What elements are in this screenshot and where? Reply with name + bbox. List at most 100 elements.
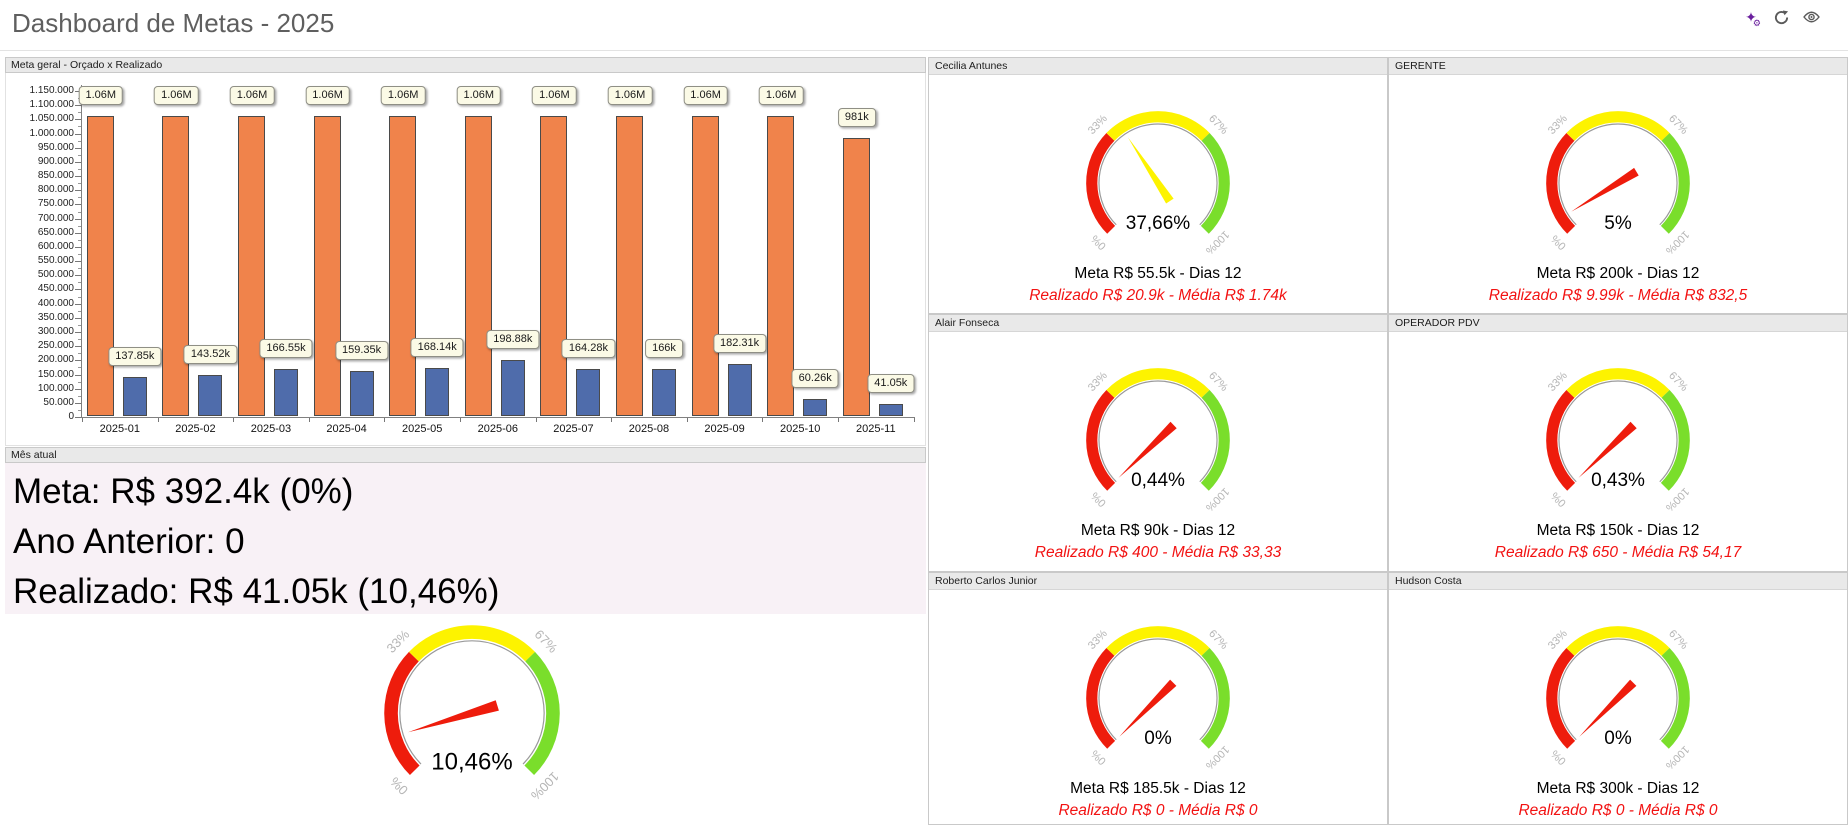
person-gauge[interactable]: 0%33% 67%100%37,66% bbox=[1048, 97, 1268, 257]
person-gauge[interactable]: 0%33% 67%100%5% bbox=[1508, 97, 1728, 257]
bar-orcado[interactable] bbox=[616, 116, 643, 416]
person-panel: Roberto Carlos Junior 0% 33% 67% 100% 0% Met… bbox=[928, 572, 1388, 825]
bar-orcado[interactable] bbox=[464, 116, 492, 416]
toolbar: ✦ ⚙ bbox=[1742, 7, 1820, 28]
y-tick bbox=[75, 332, 81, 333]
gauge-inner-ring bbox=[1558, 638, 1678, 741]
person-gauge[interactable]: 0%33% 67%100%0% bbox=[1508, 612, 1728, 772]
bar-value-label-orcado: 1.06M bbox=[456, 86, 502, 105]
bar-orcado[interactable] bbox=[238, 116, 265, 416]
gauge-zone bbox=[1566, 626, 1670, 656]
bar-realizado[interactable] bbox=[803, 399, 828, 416]
y-tick bbox=[75, 119, 81, 121]
x-tick bbox=[233, 418, 235, 422]
bar-realizado[interactable] bbox=[274, 369, 298, 416]
sparkle-gear-icon[interactable]: ✦ ⚙ bbox=[1742, 8, 1761, 28]
y-tick-label: 600.000 bbox=[37, 240, 74, 252]
bar-realizado[interactable] bbox=[122, 377, 147, 416]
bar-orcado[interactable] bbox=[86, 116, 114, 416]
bar-value-label-orcado: 1.06M bbox=[532, 86, 577, 105]
y-tick bbox=[75, 261, 81, 263]
bar-realizado[interactable] bbox=[878, 404, 903, 416]
meta-geral-chart[interactable]: 0 50.000 100.000 150.000 200.000 250.000 300.0… bbox=[5, 73, 926, 446]
y-tick bbox=[75, 402, 81, 404]
y-tick bbox=[75, 275, 81, 277]
x-axis-label: 2025-09 bbox=[704, 423, 745, 435]
person-panel-header: OPERADOR PDV bbox=[1389, 315, 1847, 332]
bar-realizado[interactable] bbox=[500, 360, 525, 416]
bar-value-label-orcado: 1.06M bbox=[758, 86, 804, 105]
gauge-inner-ring bbox=[1098, 380, 1218, 483]
x-tick bbox=[308, 418, 310, 422]
gauge-tick-label: 100% bbox=[1203, 743, 1232, 772]
bar-realizado[interactable] bbox=[425, 368, 450, 416]
header-divider bbox=[0, 50, 1848, 51]
gauge-inner-ring bbox=[1558, 380, 1678, 483]
bar-orcado[interactable] bbox=[842, 138, 870, 416]
sparkle-glyph: ✦ bbox=[1745, 9, 1757, 25]
y-tick-label: 50.000 bbox=[43, 396, 74, 408]
gauge-tick-label: 67% bbox=[532, 627, 561, 656]
gauge-tick-label: 33% bbox=[383, 626, 412, 655]
person-gauge[interactable]: 0%33% 67%100%0,44% bbox=[1048, 354, 1268, 514]
bar-realizado[interactable] bbox=[727, 364, 752, 416]
gauge-zone bbox=[1106, 626, 1210, 656]
y-tick-label: 100.000 bbox=[37, 382, 74, 394]
gauge-zone bbox=[1106, 368, 1210, 398]
x-tick bbox=[535, 418, 537, 422]
person-meta-line: Meta R$ 90k - Dias 12 bbox=[1080, 522, 1236, 539]
gauge-needle bbox=[1579, 679, 1637, 737]
y-minor-tick bbox=[78, 225, 81, 227]
y-minor-tick bbox=[78, 183, 81, 185]
bar-value-label-realizado: 143.52k bbox=[183, 345, 237, 364]
bar-orcado[interactable] bbox=[691, 116, 719, 416]
y-tick bbox=[75, 303, 81, 305]
x-axis-label: 2025-03 bbox=[250, 423, 292, 435]
gauge-zone bbox=[1200, 390, 1230, 491]
gauge-tick-label: 0% bbox=[387, 774, 411, 798]
gauge-tick-label: 0% bbox=[1089, 747, 1109, 767]
eye-icon[interactable] bbox=[1802, 8, 1820, 26]
y-tick bbox=[75, 161, 81, 163]
page-title: Dashboard de Metas - 2025 bbox=[12, 8, 335, 38]
bar-realizado[interactable] bbox=[652, 369, 676, 416]
gauge-needle bbox=[408, 700, 499, 733]
y-tick bbox=[75, 133, 81, 135]
bar-orcado[interactable] bbox=[389, 116, 417, 416]
gauge-zone bbox=[1086, 648, 1116, 749]
x-tick bbox=[82, 418, 83, 422]
person-realizado-line: Realizado R$ 9.99k - Média R$ 832,5 bbox=[1488, 287, 1748, 304]
gauge-zone bbox=[1106, 111, 1210, 141]
y-tick bbox=[75, 360, 81, 362]
y-tick-label: 900.000 bbox=[37, 155, 74, 167]
bar-orcado[interactable] bbox=[313, 116, 341, 416]
y-tick-label: 450.000 bbox=[37, 283, 74, 295]
bar-orcado[interactable] bbox=[767, 116, 795, 416]
bar-orcado[interactable] bbox=[540, 116, 568, 416]
y-minor-tick bbox=[78, 154, 81, 156]
refresh-icon[interactable] bbox=[1772, 8, 1790, 26]
y-minor-tick bbox=[78, 169, 81, 170]
gauge-tick-label: 100% bbox=[528, 769, 562, 803]
person-panel-body: 0% 33% 67% 100% 0,44% Meta R$ 90k - Dias 12 … bbox=[929, 332, 1387, 562]
bar-realizado[interactable] bbox=[198, 375, 223, 416]
bar-value-label-orcado: 981k bbox=[837, 108, 876, 127]
mes-atual-gauge[interactable]: 0% 33% 67% 100% 10,46% bbox=[330, 590, 615, 825]
gauge-value: 37,66% bbox=[1126, 213, 1191, 234]
bar-value-label-orcado: 1.06M bbox=[229, 86, 275, 105]
y-minor-tick bbox=[78, 239, 81, 241]
gauge-tick-label: 100% bbox=[1663, 228, 1692, 257]
person-gauge[interactable]: 0%33% 67%100%0,43% bbox=[1508, 354, 1728, 514]
y-tick-label: 750.000 bbox=[37, 198, 74, 210]
bar-realizado[interactable] bbox=[349, 371, 374, 416]
mes-atual-gauge-svg[interactable]: 0% 33% 67% 100% 10,46% bbox=[330, 590, 615, 825]
person-realizado-line: Realizado R$ 0 - Média R$ 0 bbox=[1058, 802, 1258, 819]
bar-realizado[interactable] bbox=[576, 369, 601, 416]
person-panel: Alair Fonseca 0% 33% 67% 100% 0,44% Meta R$ … bbox=[928, 314, 1388, 572]
bar-orcado[interactable] bbox=[162, 116, 190, 416]
y-minor-tick bbox=[78, 395, 81, 397]
person-gauge[interactable]: 0%33% 67%100%0% bbox=[1048, 612, 1268, 772]
person-meta-line: Meta R$ 55.5k - Dias 12 bbox=[1074, 265, 1242, 282]
y-minor-tick bbox=[78, 339, 81, 340]
y-minor-tick bbox=[78, 381, 81, 383]
